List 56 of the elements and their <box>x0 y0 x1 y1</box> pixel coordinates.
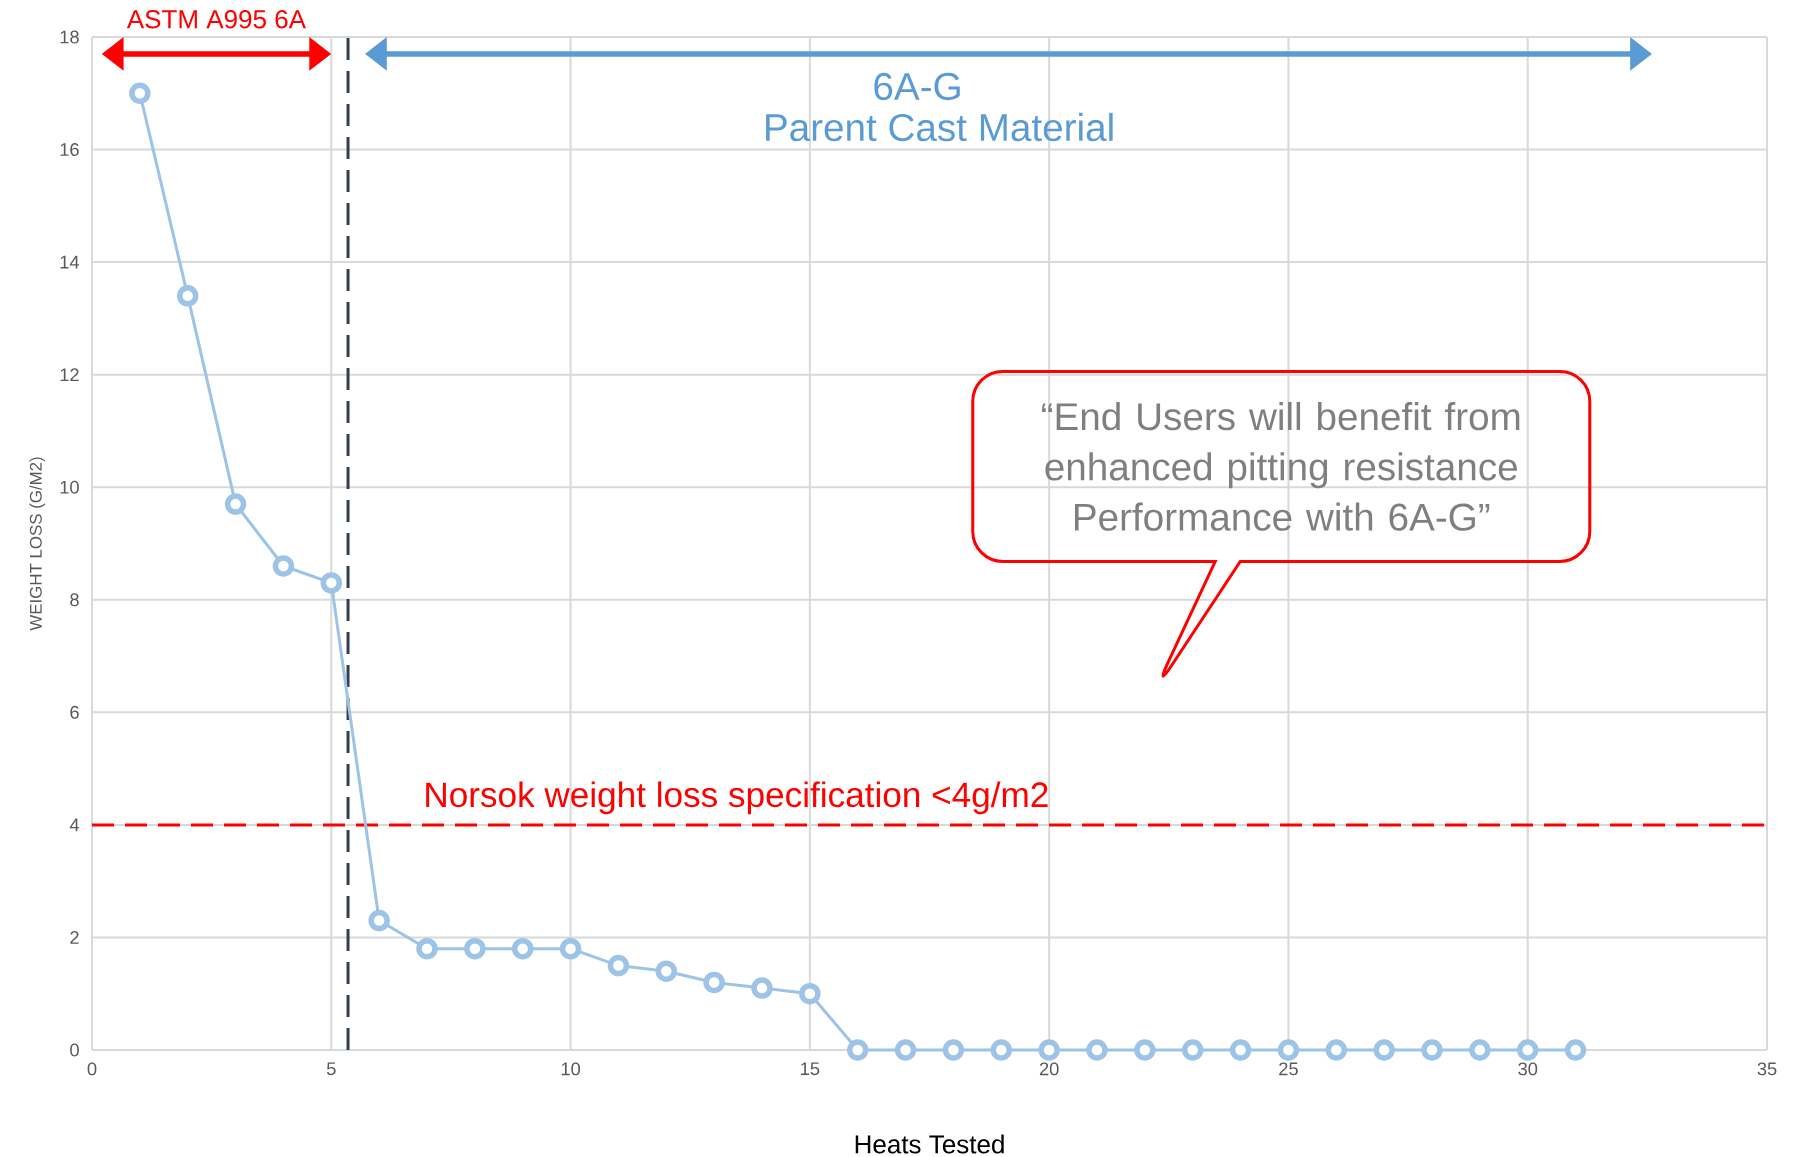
point <box>607 954 630 977</box>
point <box>846 1039 869 1061</box>
point <box>1229 1039 1252 1061</box>
point <box>1181 1039 1204 1061</box>
point <box>1325 1039 1348 1061</box>
y-tick-label: 2 <box>70 931 79 944</box>
x-tick-label: 25 <box>1279 1062 1298 1076</box>
x-axis-title: Heats Tested <box>855 1134 1004 1154</box>
point <box>799 982 821 1005</box>
point <box>464 937 486 960</box>
point <box>1564 1039 1587 1061</box>
point <box>1086 1039 1108 1061</box>
x-tick-label: 35 <box>1757 1062 1777 1076</box>
point <box>1516 1039 1539 1061</box>
point <box>894 1039 917 1061</box>
point <box>559 937 582 960</box>
y-tick-label: 10 <box>60 480 79 494</box>
point <box>1469 1039 1491 1061</box>
point <box>751 977 773 999</box>
point <box>320 572 343 594</box>
x-tick-label: 10 <box>561 1062 581 1076</box>
point <box>1277 1039 1300 1061</box>
y-tick-label: 4 <box>69 818 80 832</box>
ref-line-label: Norsok weight loss specification <4g/m2 <box>426 781 1048 815</box>
x-tick-label: 15 <box>801 1062 820 1076</box>
x-tick-label: 30 <box>1518 1062 1538 1076</box>
point <box>1421 1039 1443 1061</box>
point <box>272 555 295 577</box>
y-tick-label: 8 <box>70 593 79 607</box>
y-tick-label: 14 <box>60 255 80 269</box>
point <box>1373 1039 1395 1061</box>
point <box>511 937 534 960</box>
y-tick-label: 0 <box>70 1043 79 1057</box>
point <box>1038 1039 1060 1061</box>
text: ASTM A995 6A <box>126 10 306 29</box>
y-tick-label: 12 <box>60 368 79 382</box>
point <box>224 493 247 515</box>
annotation: Parent Cast Material <box>766 112 1113 142</box>
y-axis-title: WEIGHT LOSS (G/M2) <box>29 457 46 631</box>
annotation: “End Users will benefit from enhanced pitting resistance Performance with 6A-G” <box>1042 401 1520 531</box>
point <box>942 1039 965 1061</box>
y-tick-label: 16 <box>60 143 79 157</box>
x-tick-label: 5 <box>326 1062 336 1076</box>
point <box>416 937 438 960</box>
y-tick-label: 6 <box>70 705 79 719</box>
point <box>990 1039 1013 1061</box>
point <box>655 960 678 982</box>
annotation: 6A-G <box>874 72 960 101</box>
x-tick-label: 20 <box>1039 1062 1059 1076</box>
point <box>703 971 725 994</box>
point <box>368 909 390 932</box>
point <box>129 82 151 105</box>
point <box>176 285 199 307</box>
x-tick-label: 0 <box>87 1062 97 1076</box>
point <box>1134 1039 1156 1061</box>
y-tick-label: 18 <box>60 30 79 44</box>
